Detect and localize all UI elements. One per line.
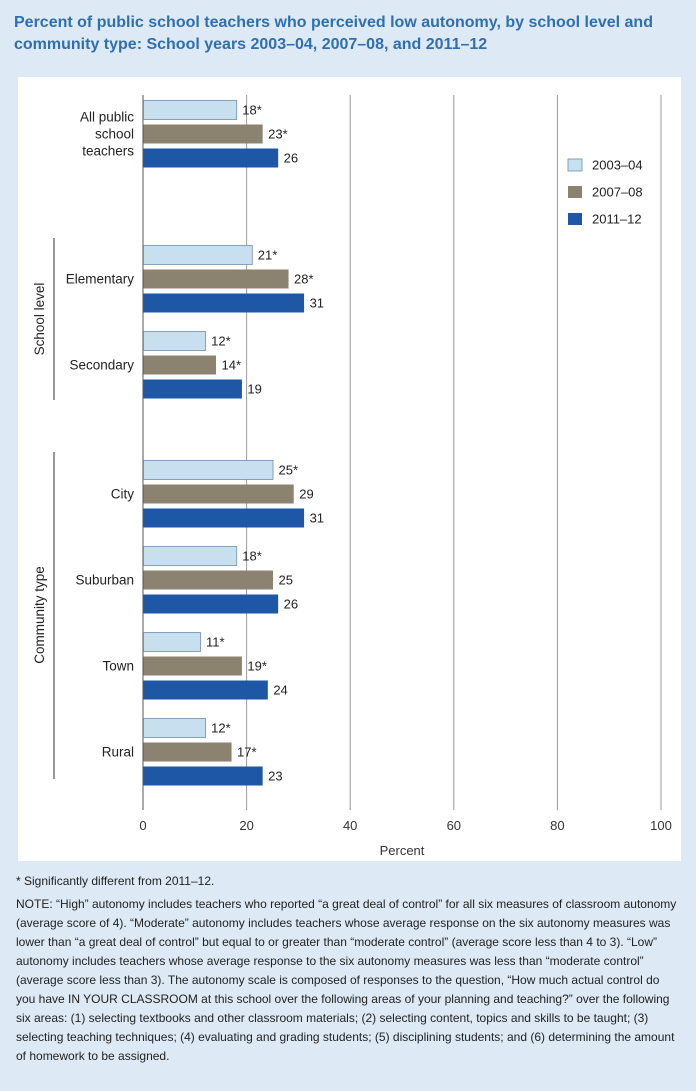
x-tick-label: 100 xyxy=(650,818,672,833)
data-label: 19 xyxy=(247,382,261,397)
data-label: 23* xyxy=(268,127,288,142)
data-label: 17* xyxy=(237,745,257,760)
bar xyxy=(143,656,242,676)
bar xyxy=(143,742,232,762)
data-label: 26 xyxy=(284,597,298,612)
legend-label: 2003–04 xyxy=(592,158,643,173)
legend-swatch xyxy=(568,213,582,225)
legend-swatch xyxy=(568,186,582,198)
category-label: All public xyxy=(80,110,134,125)
category-label: Suburban xyxy=(75,573,134,588)
x-tick-label: 40 xyxy=(343,818,357,833)
data-label: 24 xyxy=(273,683,287,698)
data-label: 18* xyxy=(242,103,262,118)
legend-label: 2011–12 xyxy=(592,212,642,227)
bar xyxy=(143,245,253,265)
data-label: 28* xyxy=(294,272,314,287)
data-label: 12* xyxy=(211,334,231,349)
bar xyxy=(143,331,207,351)
bar xyxy=(143,355,217,375)
bar xyxy=(143,680,268,700)
bar xyxy=(143,508,305,528)
x-tick-label: 0 xyxy=(139,818,146,833)
data-label: 31 xyxy=(310,511,324,526)
bar xyxy=(143,718,207,738)
data-label: 14* xyxy=(222,358,242,373)
data-label: 12* xyxy=(211,721,231,736)
bar xyxy=(143,632,201,652)
legend-label: 2007–08 xyxy=(592,185,643,200)
data-label: 25* xyxy=(279,463,299,478)
group-label: School level xyxy=(32,283,47,356)
category-label: City xyxy=(111,487,134,502)
data-label: 19* xyxy=(247,659,267,674)
data-label: 23 xyxy=(268,769,282,784)
legend-swatch xyxy=(567,158,583,172)
bar xyxy=(143,766,263,786)
bar xyxy=(143,546,238,566)
chart-notes: * Significantly different from 2011–12. … xyxy=(16,872,682,1070)
significance-note: * Significantly different from 2011–12. xyxy=(16,874,215,888)
category-label: Secondary xyxy=(69,358,134,373)
data-label: 11* xyxy=(206,635,225,650)
x-tick-label: 60 xyxy=(447,818,461,833)
x-tick-label: 80 xyxy=(550,818,564,833)
category-label: teachers xyxy=(82,144,134,159)
data-label: 18* xyxy=(242,549,262,564)
x-axis-title: Percent xyxy=(380,843,425,858)
x-tick-label: 20 xyxy=(239,818,253,833)
bar xyxy=(143,594,279,614)
chart-panel: 0 20 40 60 80 100 Percent 18* 23* 26 All public sch… xyxy=(18,77,681,861)
bar xyxy=(143,379,242,399)
bar xyxy=(143,148,279,168)
category-label: Town xyxy=(102,659,134,674)
bar xyxy=(143,293,305,313)
data-label: 29 xyxy=(299,487,313,502)
bar-chart: 0 20 40 60 80 100 Percent 18* 23* 26 All public sch… xyxy=(32,95,672,858)
category-label: Rural xyxy=(102,745,134,760)
group-label: Community type xyxy=(32,566,47,664)
bar xyxy=(143,124,263,144)
bar xyxy=(143,484,294,504)
methodology-note: NOTE: “High” autonomy includes teachers … xyxy=(16,897,677,1063)
bar xyxy=(143,269,289,289)
bar xyxy=(143,100,238,120)
data-label: 26 xyxy=(284,151,298,166)
category-label: Elementary xyxy=(66,272,135,287)
bar xyxy=(143,570,273,590)
data-label: 31 xyxy=(310,296,324,311)
data-label: 25 xyxy=(279,573,293,588)
chart-title: Percent of public school teachers who pe… xyxy=(14,14,653,53)
data-label: 21* xyxy=(258,248,278,263)
category-label: school xyxy=(95,127,134,142)
bar xyxy=(143,460,274,480)
